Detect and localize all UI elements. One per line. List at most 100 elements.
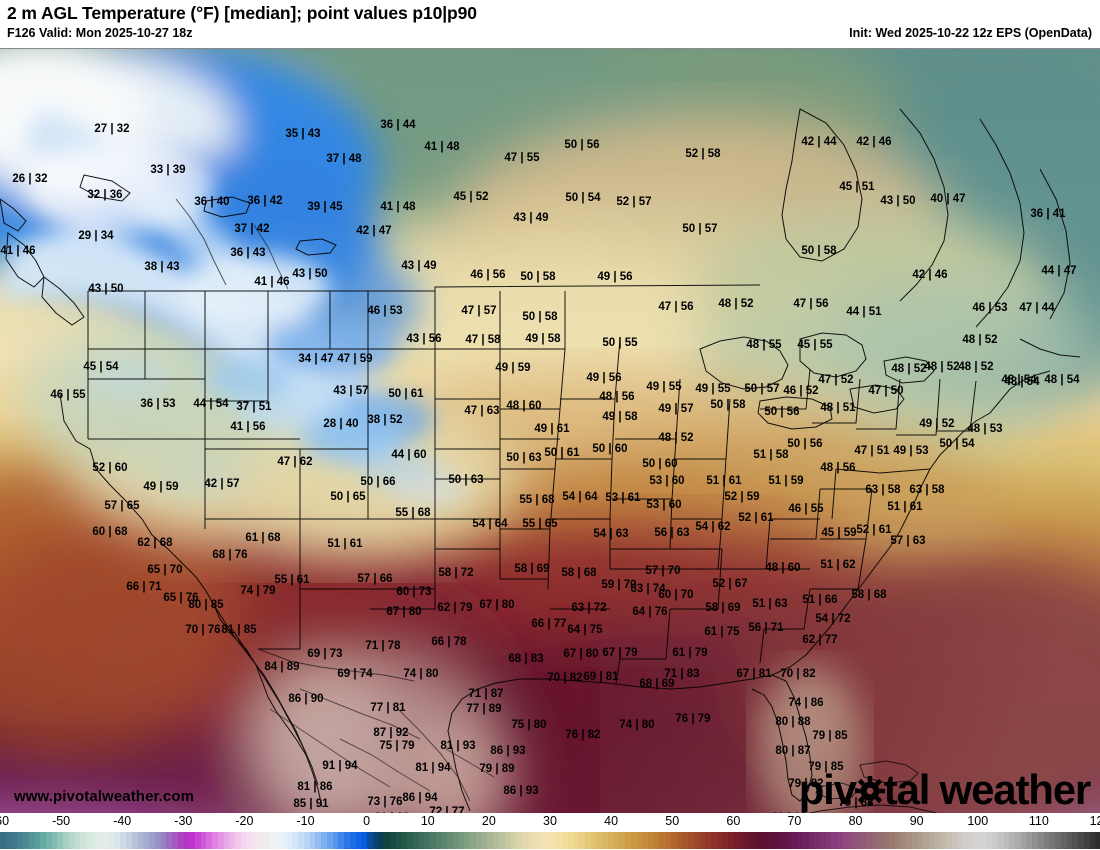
colorbar-swatch bbox=[108, 832, 115, 849]
colorbar-swatch bbox=[877, 832, 884, 849]
colorbar-swatch bbox=[240, 832, 247, 849]
colorbar-swatch bbox=[865, 832, 872, 849]
colorbar-swatch bbox=[722, 832, 729, 849]
colorbar-swatch bbox=[854, 832, 861, 849]
colorbar-swatch bbox=[1014, 832, 1021, 849]
colorbar[interactable]: -60 -50 -40 -30 -20 -10 0 10 20 30 40 50 60 70 80 90 100… bbox=[0, 813, 1100, 850]
colorbar-swatch bbox=[842, 832, 849, 849]
colorbar-tick: 110 bbox=[1028, 814, 1049, 828]
colorbar-swatch bbox=[630, 832, 637, 849]
colorbar-swatch bbox=[734, 832, 740, 849]
colorbar-swatch bbox=[607, 832, 614, 849]
colorbar-swatch bbox=[797, 832, 803, 849]
colorbar-swatch bbox=[745, 832, 752, 849]
colorbar-swatch bbox=[928, 832, 935, 849]
colorbar-swatch bbox=[160, 832, 167, 849]
colorbar-swatch bbox=[1078, 832, 1084, 849]
colorbar-swatch bbox=[63, 832, 69, 849]
colorbar-gradient-strip[interactable] bbox=[0, 832, 1100, 849]
colorbar-swatch bbox=[774, 832, 780, 849]
colorbar-swatch bbox=[34, 832, 41, 849]
colorbar-tick-labels: -60 -50 -40 -30 -20 -10 0 10 20 30 40 50 60 70 80 90 100… bbox=[0, 813, 1100, 830]
colorbar-swatch bbox=[785, 832, 792, 849]
colorbar-tick: 0 bbox=[363, 814, 371, 828]
colorbar-swatch bbox=[550, 832, 557, 849]
colorbar-swatch bbox=[137, 832, 144, 849]
colorbar-swatch bbox=[280, 832, 287, 849]
colorbar-swatch bbox=[848, 832, 855, 849]
colorbar-swatch bbox=[711, 832, 717, 849]
init-time-label: Init: Wed 2025-10-22 12z EPS (OpenData) bbox=[849, 26, 1092, 40]
colorbar-swatch bbox=[258, 832, 264, 849]
colorbar-swatch bbox=[263, 832, 270, 849]
map-canvas[interactable]: 27 | 32 26 | 32 32 | 36 33 | 39 36 | 40 36 | … bbox=[0, 48, 1100, 813]
colorbar-swatch bbox=[544, 832, 551, 849]
colorbar-swatch bbox=[647, 832, 654, 849]
colorbar-swatch bbox=[521, 832, 528, 849]
page-title: 2 m AGL Temperature (°F) [median]; point… bbox=[7, 3, 477, 23]
colorbar-swatch bbox=[951, 832, 958, 849]
colorbar-swatch bbox=[923, 832, 929, 849]
colorbar-swatch bbox=[493, 832, 499, 849]
colorbar-swatch bbox=[1089, 832, 1096, 849]
colorbar-swatch bbox=[372, 832, 379, 849]
colorbar-swatch bbox=[1095, 832, 1100, 849]
colorbar-swatch bbox=[355, 832, 362, 849]
colorbar-swatch bbox=[561, 832, 568, 849]
colorbar-swatch bbox=[980, 832, 987, 849]
colorbar-swatch bbox=[235, 832, 241, 849]
colorbar-swatch bbox=[172, 832, 178, 849]
colorbar-swatch bbox=[814, 832, 821, 849]
colorbar-swatch bbox=[716, 832, 723, 849]
colorbar-swatch bbox=[206, 832, 213, 849]
colorbar-swatch bbox=[636, 832, 643, 849]
colorbar-tick: 80 bbox=[848, 814, 863, 828]
colorbar-swatch bbox=[728, 832, 734, 849]
colorbar-swatch bbox=[286, 832, 293, 849]
colorbar-swatch bbox=[659, 832, 666, 849]
colorbar-swatch bbox=[0, 832, 6, 849]
colorbar-tick: 120 bbox=[1089, 814, 1100, 828]
colorbar-swatch bbox=[1083, 832, 1090, 849]
colorbar-swatch bbox=[344, 832, 350, 849]
colorbar-swatch bbox=[820, 832, 826, 849]
colorbar-swatch bbox=[688, 832, 694, 849]
colorbar-swatch bbox=[567, 832, 574, 849]
colorbar-swatch bbox=[338, 832, 345, 849]
colorbar-swatch bbox=[447, 832, 454, 849]
colorbar-swatch bbox=[11, 832, 18, 849]
colorbar-swatch bbox=[458, 832, 465, 849]
colorbar-swatch bbox=[602, 832, 608, 849]
colorbar-swatch bbox=[86, 832, 92, 849]
colorbar-swatch bbox=[986, 832, 993, 849]
colorbar-tick: 50 bbox=[665, 814, 680, 828]
colorbar-swatch bbox=[871, 832, 878, 849]
valid-time-label: F126 Valid: Mon 2025-10-27 18z bbox=[7, 26, 193, 40]
colorbar-swatch bbox=[309, 832, 316, 849]
colorbar-swatch bbox=[367, 832, 373, 849]
colorbar-swatch bbox=[183, 832, 190, 849]
colorbar-swatch bbox=[418, 832, 425, 849]
colorbar-swatch bbox=[22, 832, 29, 849]
colorbar-swatch bbox=[768, 832, 775, 849]
colorbar-swatch bbox=[487, 832, 494, 849]
colorbar-tick: -50 bbox=[52, 814, 71, 828]
colorbar-swatch bbox=[315, 832, 322, 849]
colorbar-swatch bbox=[802, 832, 809, 849]
colorbar-swatch bbox=[481, 832, 488, 849]
colorbar-swatch bbox=[1003, 832, 1010, 849]
header-bar: 2 m AGL Temperature (°F) [median]; point… bbox=[0, 0, 1100, 48]
colorbar-swatch bbox=[430, 832, 436, 849]
colorbar-tick: 10 bbox=[420, 814, 435, 828]
colorbar-tick: -30 bbox=[174, 814, 193, 828]
colorbar-swatch bbox=[114, 832, 121, 849]
colorbar-swatch bbox=[969, 832, 975, 849]
colorbar-swatch bbox=[194, 832, 201, 849]
colorbar-swatch bbox=[1037, 832, 1044, 849]
colorbar-swatch bbox=[1043, 832, 1050, 849]
colorbar-swatch bbox=[992, 832, 998, 849]
colorbar-swatch bbox=[143, 832, 150, 849]
colorbar-swatch bbox=[653, 832, 660, 849]
colorbar-swatch bbox=[275, 832, 281, 849]
